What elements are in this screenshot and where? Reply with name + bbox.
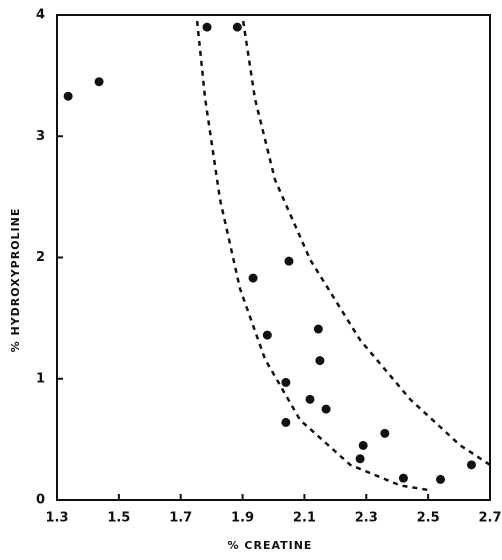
data-point <box>262 330 272 340</box>
data-point <box>305 394 315 404</box>
data-point <box>380 428 390 438</box>
data-point <box>313 324 323 334</box>
plot-frame <box>56 14 491 501</box>
data-point <box>398 473 408 483</box>
x-tick-label: 1.5 <box>107 511 130 526</box>
data-point <box>466 460 476 470</box>
data-point <box>355 454 365 464</box>
x-tick-label: 1.7 <box>169 511 192 526</box>
y-tick-label: 0 <box>36 493 45 508</box>
x-tick-label: 2.1 <box>293 511 316 526</box>
data-point <box>284 256 294 266</box>
x-tick-label: 1.9 <box>231 511 254 526</box>
y-tick-label: 1 <box>36 371 45 386</box>
y-tick-label: 3 <box>36 129 45 144</box>
x-tick-label: 2.3 <box>355 511 378 526</box>
data-point <box>315 356 325 366</box>
data-point <box>248 273 258 283</box>
x-tick-label: 2.7 <box>478 511 501 526</box>
data-point <box>63 91 73 101</box>
x-tick-label: 2.5 <box>417 511 440 526</box>
x-tick-label: 1.3 <box>45 511 68 526</box>
data-point <box>436 474 446 484</box>
y-tick-label: 4 <box>36 8 45 23</box>
data-point <box>202 22 212 32</box>
dashed-curve <box>241 20 491 466</box>
data-point <box>281 377 291 387</box>
data-point <box>232 22 242 32</box>
data-point <box>321 404 331 414</box>
y-tick-label: 2 <box>36 250 45 265</box>
data-point <box>358 440 368 450</box>
y-axis-title: % HYDROXYPROLINE <box>9 208 22 353</box>
x-axis-title: % CREATINE <box>228 539 313 552</box>
dashed-curve <box>195 20 431 492</box>
data-point <box>281 417 291 427</box>
data-point <box>94 77 104 87</box>
